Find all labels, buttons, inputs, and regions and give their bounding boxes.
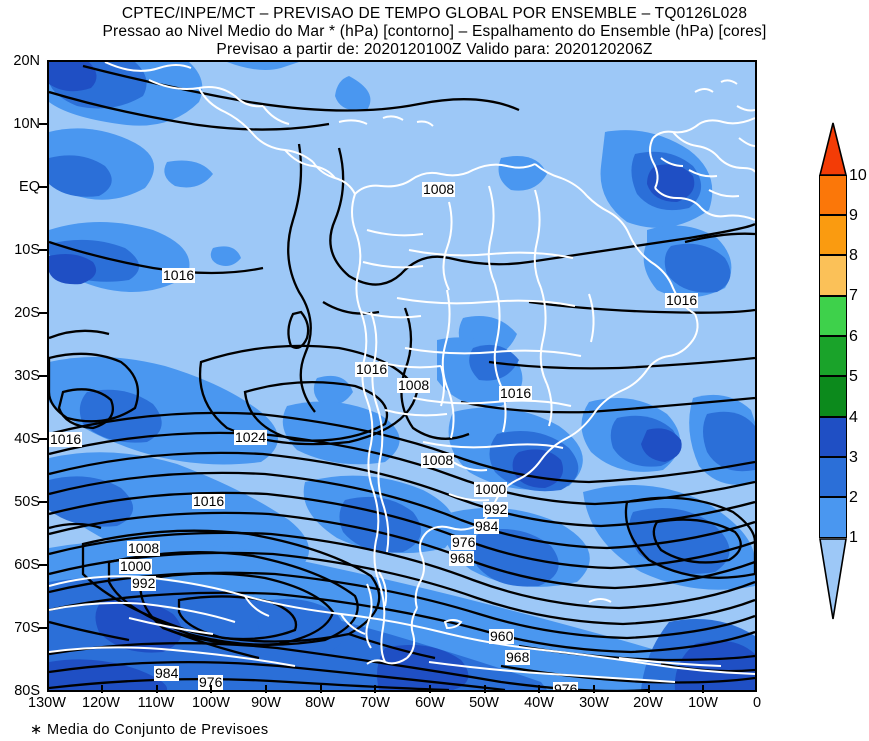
contour-label: 968 xyxy=(449,550,475,566)
contour-label: 1008 xyxy=(397,377,431,393)
contour-label: 1016 xyxy=(665,292,699,308)
footnote: ∗ Media do Conjunto de Previsoes xyxy=(30,722,269,738)
y-axis-tick xyxy=(39,249,47,251)
x-axis-label: 120W xyxy=(82,695,120,711)
x-axis-tick xyxy=(320,685,322,693)
contour-label: 992 xyxy=(483,501,509,517)
colorbar-tick-label: 2 xyxy=(849,489,858,506)
y-axis-label: 50S xyxy=(14,494,40,510)
contour-label: 976 xyxy=(553,682,579,690)
y-axis-label: 20S xyxy=(14,305,40,321)
x-axis-label: 80W xyxy=(305,695,335,711)
y-axis-label: 20N xyxy=(13,53,40,69)
x-axis-tick xyxy=(374,685,376,693)
contour-label: 1016 xyxy=(355,361,389,377)
x-axis-label: 130W xyxy=(28,695,66,711)
x-axis-tick xyxy=(593,685,595,693)
x-axis-tick xyxy=(702,685,704,693)
contour-label: 984 xyxy=(474,518,500,534)
contour-label: 1000 xyxy=(474,481,508,497)
y-axis-label: 80S xyxy=(14,683,40,699)
x-axis-tick xyxy=(101,685,103,693)
colorbar-tick-label: 9 xyxy=(849,207,858,224)
y-axis-label: 40S xyxy=(14,431,40,447)
colorbar-tick-label: 1 xyxy=(849,529,858,546)
x-axis-label: 30W xyxy=(579,695,609,711)
mslp-contour-lines xyxy=(49,64,755,690)
colorbar-tick-label: 3 xyxy=(849,449,858,466)
x-axis-label: 90W xyxy=(251,695,281,711)
contour-label: 968 xyxy=(505,649,531,665)
colorbar-cell-10[interactable] xyxy=(819,175,847,215)
colorbar-tick-label: 6 xyxy=(849,328,858,345)
map-plot-area: 1008 1016 1016 1016 1008 1016 1016 1024 … xyxy=(47,60,757,692)
y-axis-label: 60S xyxy=(14,557,40,573)
colorbar-cell-5[interactable] xyxy=(819,376,847,417)
x-axis-tick xyxy=(648,685,650,693)
y-axis-tick xyxy=(39,438,47,440)
y-axis-tick xyxy=(39,375,47,377)
contour-label: 992 xyxy=(131,575,157,591)
chart-title-line2: Pressao ao Nivel Medio do Mar * (hPa) [c… xyxy=(102,23,767,40)
x-axis-label: 70W xyxy=(360,695,390,711)
colorbar[interactable]: 10 9 8 7 6 5 4 3 2 1 xyxy=(819,122,867,620)
x-axis-tick xyxy=(265,685,267,693)
y-axis-label: 10S xyxy=(14,242,40,258)
y-axis-label: 30S xyxy=(14,368,40,384)
contour-label: 984 xyxy=(154,665,180,681)
y-axis-tick xyxy=(39,564,47,566)
contour-label: 1024 xyxy=(234,429,268,445)
colorbar-cell-9[interactable] xyxy=(819,215,847,255)
contour-label: 1016 xyxy=(49,431,83,447)
colorbar-tick-label: 7 xyxy=(849,287,858,304)
colorbar-cell-6[interactable] xyxy=(819,336,847,376)
colorbar-cell-3[interactable] xyxy=(819,457,847,497)
chart-title-line3: Previsao a partir de: 2020120100Z Valido… xyxy=(216,41,653,58)
contour-label: 1016 xyxy=(499,385,533,401)
x-axis-label: 110W xyxy=(137,695,175,711)
x-axis-label: 20W xyxy=(633,695,663,711)
colorbar-tick-label: 8 xyxy=(849,247,858,264)
contour-label: 976 xyxy=(198,674,224,690)
chart-title-line1: CPTEC/INPE/MCT – PREVISAO DE TEMPO GLOBA… xyxy=(121,5,748,22)
colorbar-cell-2[interactable] xyxy=(819,497,847,538)
colorbar-extend-max-arrow xyxy=(819,122,847,176)
y-axis-tick xyxy=(39,501,47,503)
y-axis-label: EQ xyxy=(19,179,40,195)
x-axis-label: 10W xyxy=(688,695,718,711)
x-axis-label: 100W xyxy=(192,695,230,711)
map-canvas xyxy=(49,62,755,690)
y-axis-tick xyxy=(39,312,47,314)
y-axis-label: 10N xyxy=(13,116,40,132)
contour-label: 976 xyxy=(451,534,477,550)
y-axis-tick xyxy=(39,186,47,188)
x-axis-label: 0 xyxy=(752,695,762,711)
x-axis-tick xyxy=(484,685,486,693)
colorbar-tick-label: 5 xyxy=(849,368,858,385)
contour-label: 1008 xyxy=(422,181,456,197)
contour-label: 1008 xyxy=(421,452,455,468)
x-axis-tick xyxy=(210,685,212,693)
contour-label: 1016 xyxy=(192,493,226,509)
x-axis-label: 60W xyxy=(415,695,445,711)
contour-label: 1000 xyxy=(119,558,153,574)
contour-label: 1016 xyxy=(162,267,196,283)
colorbar-cell-8[interactable] xyxy=(819,255,847,296)
y-axis-tick xyxy=(39,123,47,125)
x-axis-label: 50W xyxy=(469,695,499,711)
contour-label: 960 xyxy=(489,628,515,644)
x-axis-tick xyxy=(156,685,158,693)
colorbar-cell-4[interactable] xyxy=(819,417,847,457)
colorbar-tick-label: 4 xyxy=(849,409,858,426)
contour-label: 1008 xyxy=(127,540,161,556)
x-axis-label: 40W xyxy=(524,695,554,711)
colorbar-tick-label: 10 xyxy=(849,167,867,184)
x-axis-tick xyxy=(429,685,431,693)
x-axis-tick xyxy=(538,685,540,693)
colorbar-extend-min-arrow xyxy=(819,538,847,620)
y-axis-tick xyxy=(39,627,47,629)
colorbar-cell-7[interactable] xyxy=(819,296,847,336)
y-axis-label: 70S xyxy=(14,620,40,636)
